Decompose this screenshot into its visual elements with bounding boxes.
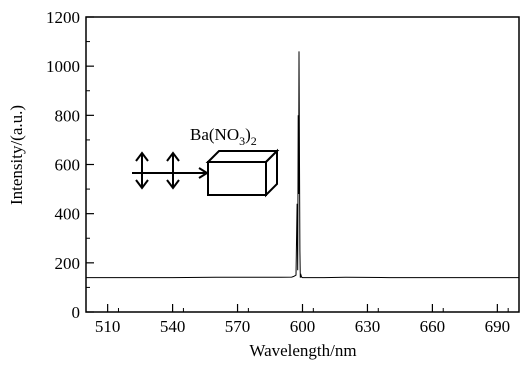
x-tick-label: 510	[95, 317, 121, 336]
y-tick-label: 800	[55, 106, 81, 125]
x-tick-label: 690	[485, 317, 511, 336]
x-tick-label: 600	[290, 317, 316, 336]
crystal-box-icon	[205, 148, 280, 198]
plot-border	[85, 16, 520, 313]
polarizer-icon-2	[166, 151, 180, 190]
y-tick-label: 400	[55, 205, 81, 224]
series-line-0	[86, 51, 519, 279]
beam-arrow-icon	[132, 167, 209, 179]
x-tick-label: 630	[355, 317, 381, 336]
plot-frame	[85, 16, 520, 313]
y-tick-label: 1200	[46, 8, 80, 27]
y-tick-label: 600	[55, 156, 81, 175]
axis-ticks	[86, 16, 509, 313]
x-tick-label: 540	[160, 317, 186, 336]
data-series	[86, 51, 519, 279]
x-tick-label: 660	[420, 317, 446, 336]
crystal-setup-illustration: Ba(NO3)2	[132, 125, 280, 198]
crystal-label: Ba(NO3)2	[190, 125, 257, 148]
y-axis-title: Intensity/(a.u.)	[7, 105, 26, 205]
y-tick-label: 0	[72, 303, 81, 322]
y-tick-label: 1000	[46, 57, 80, 76]
polarizer-icon-1	[135, 151, 149, 190]
x-tick-label: 570	[225, 317, 251, 336]
x-axis-title: Wavelength/nm	[249, 341, 356, 360]
tick-labels: 510 540 570 600 630 660 690 0 200 400 600 800 1000 12…	[46, 8, 510, 336]
y-tick-label: 200	[55, 254, 81, 273]
